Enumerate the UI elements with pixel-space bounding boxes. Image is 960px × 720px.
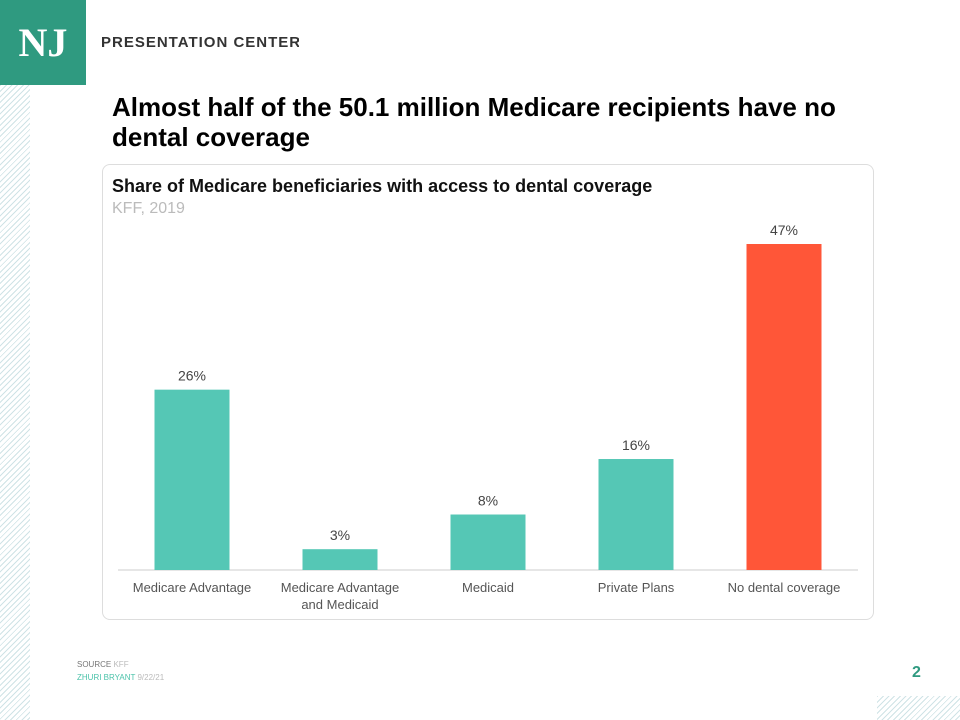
logo: NJ [0,0,86,85]
data-label: 26% [178,368,206,384]
data-label: 47% [770,222,798,238]
decorative-hatch-bottom [877,696,960,720]
bar [598,459,674,570]
chart-card [102,164,874,620]
category-label: Private Plans [598,580,675,595]
author-note: ZHURI BRYANT 9/22/21 [77,673,164,682]
data-label: 8% [478,493,498,509]
source-value: KFF [113,660,129,669]
category-label: Medicaid [462,580,514,595]
bar [302,549,378,570]
bar [450,514,526,570]
category-label: No dental coverage [728,580,841,595]
date: 9/22/21 [137,673,165,682]
decorative-hatch-left [0,85,30,720]
author-name: ZHURI BRYANT [77,673,136,682]
bar [154,389,230,570]
category-label: Medicare Advantage and Medicaid [281,580,400,612]
bar [746,244,822,570]
brand-name: PRESENTATION CENTER [101,34,299,51]
source-label: SOURCE [77,660,112,669]
chart-subtitle: KFF, 2019 [112,200,185,217]
slide-title: Almost half of the 50.1 million Medicare… [112,92,836,152]
category-label: Medicare Advantage [133,580,252,595]
chart-title: Share of Medicare beneficiaries with acc… [112,176,653,196]
data-label: 16% [622,437,650,453]
data-label: 3% [330,527,350,543]
source-note: SOURCE KFF [77,660,129,669]
page-number: 2 [912,664,921,681]
